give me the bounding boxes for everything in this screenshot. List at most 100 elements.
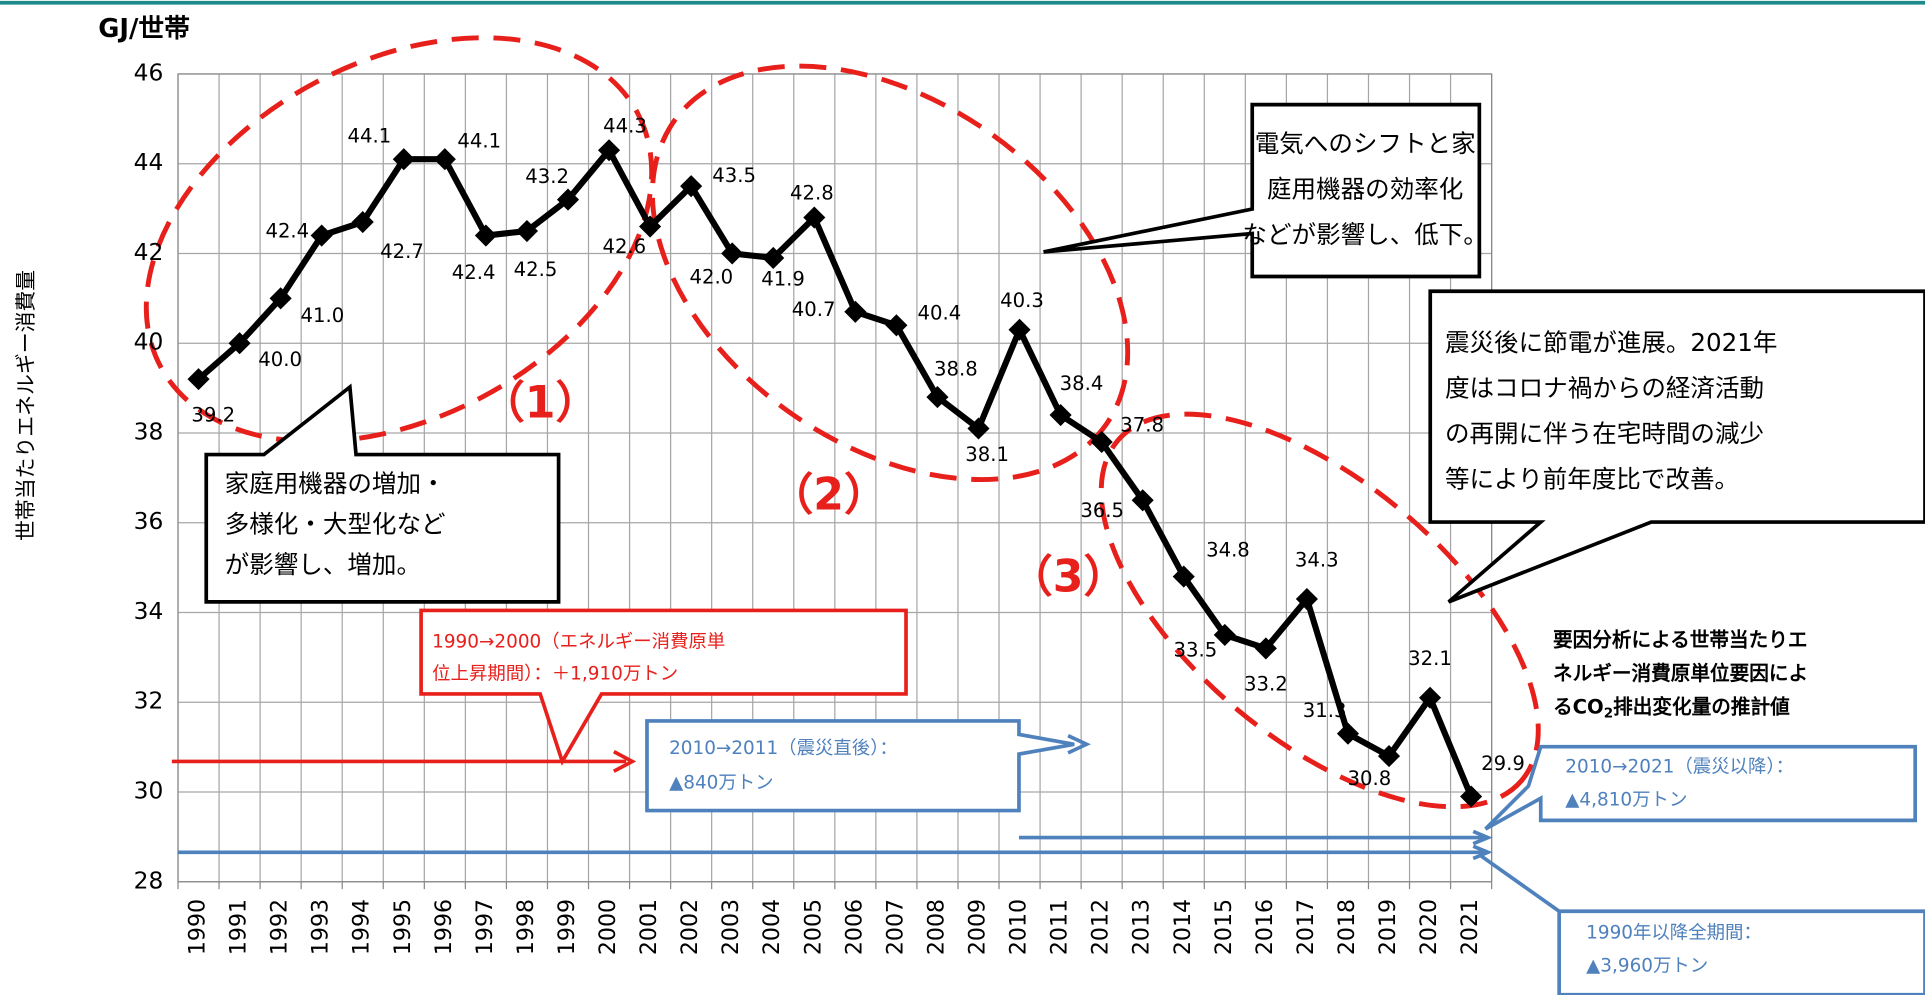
y-axis-label: 世帯当たりエネルギー消費量 bbox=[14, 270, 38, 541]
value-label: 40.4 bbox=[918, 302, 962, 325]
callout-text: などが影響し、低下。 bbox=[1242, 220, 1487, 249]
value-label: 30.8 bbox=[1348, 767, 1392, 790]
value-label: 37.8 bbox=[1120, 413, 1164, 436]
callout-text: 電気へのシフトと家 bbox=[1255, 129, 1476, 158]
phase-ellipses bbox=[143, 35, 1541, 810]
value-label: 41.0 bbox=[301, 304, 345, 327]
marker bbox=[556, 188, 580, 211]
x-tick-label: 1996 bbox=[431, 899, 457, 955]
arrowhead bbox=[1067, 734, 1091, 755]
marker bbox=[474, 224, 497, 247]
phase-label: （3） bbox=[1009, 552, 1128, 603]
x-tick-label: 2004 bbox=[759, 899, 785, 955]
value-label: 39.2 bbox=[191, 403, 235, 426]
x-tick-label: 1993 bbox=[308, 899, 334, 955]
y-tick-label: 28 bbox=[134, 867, 164, 894]
callout-text: の再開に伴う在宅時間の減少 bbox=[1445, 419, 1764, 448]
value-label: 44.1 bbox=[457, 130, 501, 153]
value-label: 32.1 bbox=[1408, 647, 1452, 670]
y-tick-label: 34 bbox=[134, 598, 164, 625]
x-tick-label: 2001 bbox=[636, 899, 662, 955]
x-tick-label: 2005 bbox=[800, 899, 826, 955]
callout-text: 等により前年度比で改善。 bbox=[1445, 464, 1739, 493]
value-label: 44.3 bbox=[603, 114, 647, 137]
callout-text: 家庭用機器の増加・ bbox=[225, 469, 446, 498]
y-tick-label: 46 bbox=[134, 59, 164, 86]
phase-label: （1） bbox=[481, 377, 600, 428]
x-tick-label: 2014 bbox=[1170, 899, 1196, 955]
x-tick-label: 2008 bbox=[923, 899, 949, 955]
note-text: るCO bbox=[1553, 695, 1604, 718]
callout-text: 庭用機器の効率化 bbox=[1267, 175, 1463, 204]
value-label: 40.0 bbox=[258, 348, 302, 371]
x-tick-label: 2006 bbox=[841, 899, 867, 955]
estimate-text: 位上昇期間）：＋1,910万トン bbox=[432, 663, 678, 684]
callout-text: が影響し、増加。 bbox=[225, 550, 421, 579]
estimate-text: ▲4,810万トン bbox=[1565, 790, 1687, 811]
y-tick-label: 36 bbox=[134, 508, 164, 535]
x-tick-label: 1997 bbox=[472, 899, 498, 955]
marker bbox=[392, 148, 415, 171]
value-label: 40.7 bbox=[792, 298, 836, 321]
x-tick-label: 2011 bbox=[1047, 899, 1073, 955]
y-tick-label: 38 bbox=[134, 418, 164, 445]
x-tick-label: 1998 bbox=[513, 899, 539, 955]
x-tick-label: 1995 bbox=[390, 899, 416, 955]
value-label: 29.9 bbox=[1481, 752, 1525, 775]
estimate-box bbox=[419, 608, 908, 766]
value-label: 38.4 bbox=[1060, 372, 1104, 395]
estimate-box bbox=[1478, 853, 1925, 995]
value-label: 34.3 bbox=[1295, 548, 1339, 571]
x-tick-label: 2016 bbox=[1252, 899, 1278, 955]
marker bbox=[1419, 686, 1442, 709]
marker bbox=[762, 246, 785, 270]
x-tick-label: 2002 bbox=[677, 899, 703, 955]
y-unit: GJ/世帯 bbox=[98, 14, 190, 44]
marker bbox=[885, 314, 908, 337]
marker bbox=[639, 215, 662, 238]
value-label: 41.9 bbox=[761, 268, 805, 291]
value-label: 42.0 bbox=[689, 266, 733, 289]
value-label: 42.4 bbox=[452, 261, 496, 284]
callout-box bbox=[1043, 102, 1482, 279]
y-tick-label: 42 bbox=[134, 239, 164, 266]
x-tick-label: 2010 bbox=[1006, 899, 1032, 955]
y-tick-label: 40 bbox=[134, 329, 164, 356]
x-tick-label: 1992 bbox=[267, 899, 293, 955]
marker bbox=[1336, 722, 1360, 745]
y-tick-label: 44 bbox=[134, 149, 164, 176]
value-label: 33.5 bbox=[1173, 638, 1217, 661]
marker bbox=[1090, 430, 1113, 454]
estimate-text: ▲3,960万トン bbox=[1586, 955, 1708, 976]
x-tick-label: 2009 bbox=[964, 899, 990, 955]
marker bbox=[844, 300, 867, 323]
arrowhead bbox=[612, 750, 637, 773]
note-text: 排出変化量の推計値 bbox=[1613, 695, 1790, 718]
x-tick-label: 2012 bbox=[1088, 899, 1114, 955]
marker bbox=[803, 206, 826, 229]
value-label: 43.2 bbox=[525, 165, 569, 188]
marker bbox=[351, 211, 374, 234]
value-label: 38.1 bbox=[965, 443, 1009, 466]
x-tick-label: 2018 bbox=[1334, 899, 1360, 955]
marker bbox=[433, 148, 456, 171]
value-label: 42.6 bbox=[602, 235, 646, 258]
x-tick-label: 2020 bbox=[1416, 899, 1442, 955]
marker bbox=[310, 224, 333, 247]
estimate-text: ▲840万トン bbox=[669, 773, 774, 794]
marker bbox=[967, 417, 990, 440]
phase-ellipse bbox=[1098, 411, 1541, 810]
x-tick-label: 2003 bbox=[718, 899, 744, 955]
value-label: 42.7 bbox=[380, 240, 424, 263]
value-label: 38.8 bbox=[934, 358, 978, 381]
marker bbox=[269, 287, 292, 310]
note-text: 要因分析による世帯当たりエ bbox=[1553, 629, 1808, 652]
value-label: 42.4 bbox=[265, 219, 309, 242]
x-tick-label: 2000 bbox=[595, 899, 621, 955]
marker bbox=[1008, 318, 1031, 341]
marker bbox=[187, 368, 210, 391]
callout-text: 度はコロナ禍からの経済活動 bbox=[1445, 373, 1764, 402]
marker bbox=[515, 219, 538, 243]
